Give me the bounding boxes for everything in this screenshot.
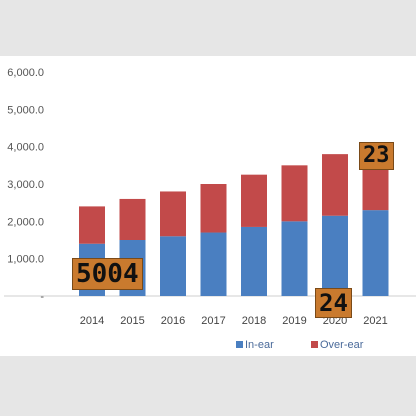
bars: [79, 142, 389, 296]
bar-over-ear-2018: [241, 174, 267, 227]
x-tick-label: 2017: [201, 315, 225, 327]
y-tick-label: 6,000.0: [7, 67, 44, 79]
x-tick-label: 2016: [161, 315, 185, 327]
legend-swatch-in-ear: [236, 341, 243, 348]
x-axis: 2014 2015 2016 2017 2018 2019 2020 2021: [80, 315, 388, 327]
bar-in-ear-2017: [200, 232, 227, 296]
y-tick-label: 4,000.0: [7, 142, 44, 154]
y-tick-label: 2,000.0: [7, 216, 44, 228]
bar-over-ear-2015: [119, 198, 146, 240]
bar-in-ear-2021: [362, 210, 389, 296]
bar-in-ear-2016: [160, 236, 186, 296]
y-tick-label: 1,000.0: [7, 254, 44, 266]
y-axis: 6,000.0 5,000.0 4,000.0 3,000.0 2,000.0 1,000…: [7, 67, 44, 303]
legend: In-ear Over-ear: [236, 339, 364, 351]
x-tick-label: 2021: [363, 315, 387, 327]
legend-label-in-ear: In-ear: [245, 339, 274, 351]
bar-in-ear-2019: [281, 221, 308, 296]
bar-in-ear-2020: [322, 215, 348, 296]
x-tick-label: 2014: [80, 315, 104, 327]
bar-over-ear-2019: [281, 165, 308, 222]
bar-over-ear-2016: [160, 191, 186, 237]
x-tick-label: 2018: [242, 315, 266, 327]
bar-over-ear-2020: [322, 154, 348, 216]
x-tick-label: 2020: [323, 315, 347, 327]
legend-label-over-ear: Over-ear: [320, 339, 364, 351]
x-tick-label: 2015: [120, 315, 144, 327]
overlay-tag-5004: 5004: [72, 258, 143, 290]
overlay-tag-24: 24: [315, 288, 352, 318]
bar-in-ear-2018: [241, 226, 267, 296]
bar-over-ear-2014: [79, 206, 105, 244]
y-tick-label: -: [40, 291, 44, 303]
y-tick-label: 5,000.0: [7, 104, 44, 116]
bar-over-ear-2017: [200, 184, 227, 233]
legend-swatch-over-ear: [311, 341, 318, 348]
x-tick-label: 2019: [282, 315, 306, 327]
y-tick-label: 3,000.0: [7, 179, 44, 191]
overlay-tag-23: 23: [359, 142, 394, 170]
